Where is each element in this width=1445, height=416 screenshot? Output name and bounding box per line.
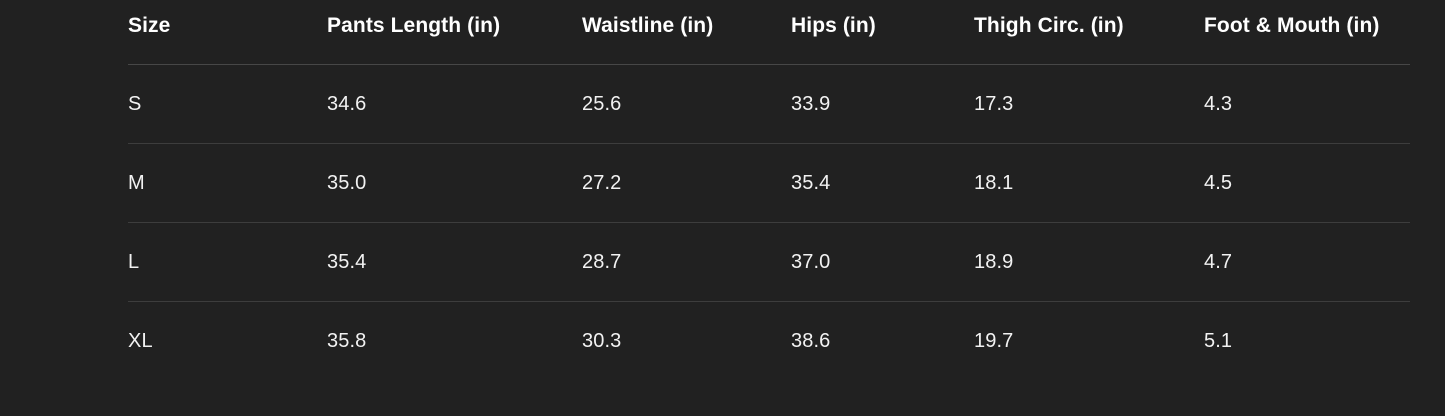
cell-pants-length: 35.0 <box>327 171 367 194</box>
cell-size: L <box>128 250 140 273</box>
table-body: S 34.6 25.6 33.9 17.3 4.3 M 35.0 27.2 35… <box>128 65 1410 381</box>
cell-thigh-circ: 18.9 <box>974 250 1014 273</box>
cell-foot-and-mouth: 5.1 <box>1204 329 1233 352</box>
cell-waistline: 25.6 <box>582 92 622 115</box>
cell-pants-length: 35.8 <box>327 329 367 352</box>
cell-pants-length: 35.4 <box>327 250 367 273</box>
cell-thigh-circ: 19.7 <box>974 329 1014 352</box>
cell-foot-and-mouth: 4.3 <box>1204 92 1233 115</box>
cell-pants-length: 34.6 <box>327 92 367 115</box>
table-row: S 34.6 25.6 33.9 17.3 4.3 <box>128 65 1410 144</box>
cell-foot-and-mouth: 4.5 <box>1204 171 1233 194</box>
column-header-size: Size <box>128 14 171 37</box>
cell-waistline: 27.2 <box>582 171 622 194</box>
cell-thigh-circ: 17.3 <box>974 92 1014 115</box>
cell-foot-and-mouth: 4.7 <box>1204 250 1233 273</box>
cell-size: XL <box>128 329 153 352</box>
cell-hips: 33.9 <box>791 92 831 115</box>
cell-hips: 38.6 <box>791 329 831 352</box>
cell-hips: 35.4 <box>791 171 831 194</box>
cell-hips: 37.0 <box>791 250 831 273</box>
table-header: Size Pants Length (in) Waistline (in) Hi… <box>128 14 1410 65</box>
size-chart-table: Size Pants Length (in) Waistline (in) Hi… <box>128 14 1410 380</box>
column-header-foot-and-mouth: Foot & Mouth (in) <box>1204 14 1380 37</box>
cell-size: S <box>128 92 142 115</box>
table-row: XL 35.8 30.3 38.6 19.7 5.1 <box>128 302 1410 381</box>
column-header-hips: Hips (in) <box>791 14 876 37</box>
table-header-row: Size Pants Length (in) Waistline (in) Hi… <box>128 14 1410 65</box>
cell-thigh-circ: 18.1 <box>974 171 1014 194</box>
cell-waistline: 30.3 <box>582 329 622 352</box>
column-header-waistline: Waistline (in) <box>582 14 714 37</box>
table-row: M 35.0 27.2 35.4 18.1 4.5 <box>128 144 1410 223</box>
column-header-pants-length: Pants Length (in) <box>327 14 501 37</box>
cell-waistline: 28.7 <box>582 250 622 273</box>
column-header-thigh-circ: Thigh Circ. (in) <box>974 14 1124 37</box>
cell-size: M <box>128 171 145 194</box>
table-row: L 35.4 28.7 37.0 18.9 4.7 <box>128 223 1410 302</box>
